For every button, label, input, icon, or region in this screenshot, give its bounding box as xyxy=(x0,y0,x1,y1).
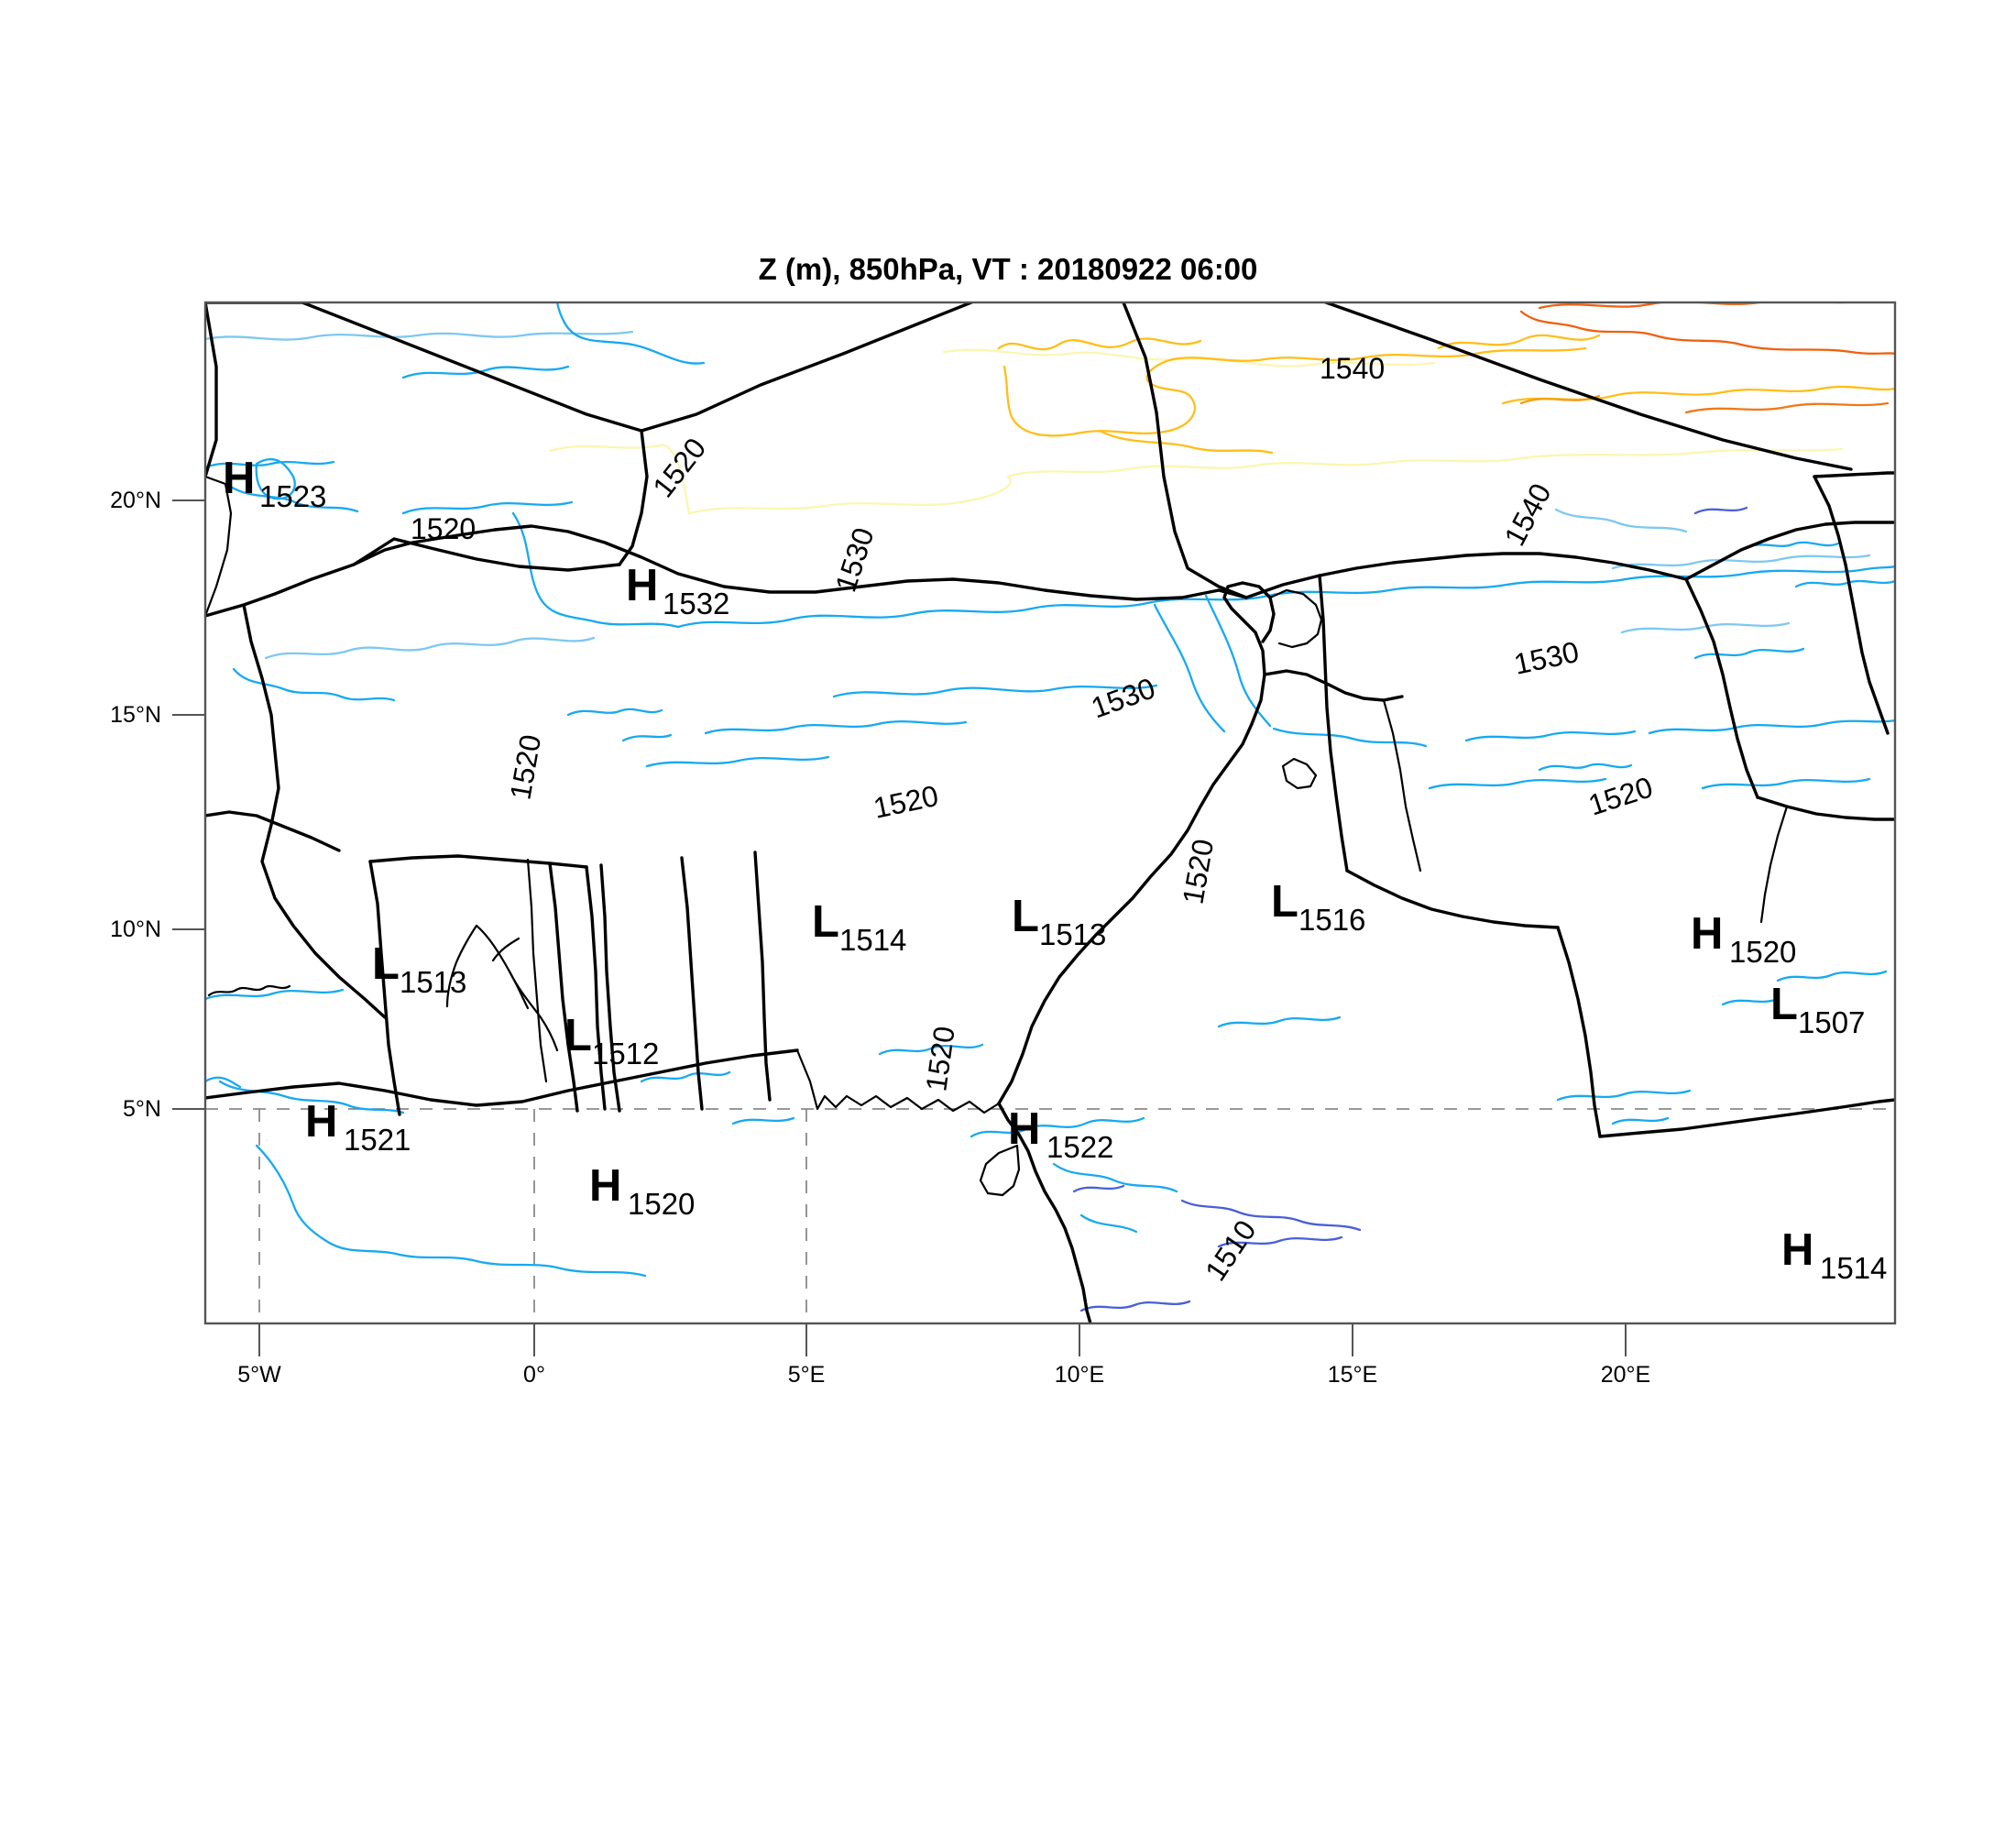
high-marker-value: 1522 xyxy=(1046,1130,1113,1164)
pressure-center-marker: H 1520 xyxy=(1691,909,1796,969)
pressure-center-marker: H 1523 xyxy=(223,454,326,513)
y-tick-label-10N: 10°N xyxy=(110,916,161,942)
low-marker-value: 1514 xyxy=(839,923,906,957)
low-marker-letter: L xyxy=(1012,892,1039,941)
x-axis: 5°W 0° 5°E 10°E 15°E 20°E xyxy=(237,1323,1650,1388)
pressure-center-marker: H 1521 xyxy=(305,1097,411,1157)
high-marker-letter: H xyxy=(1008,1104,1040,1154)
contour-label: 1520 xyxy=(411,512,476,545)
contour-group-1530 xyxy=(548,348,1844,515)
y-axis: 20°N 15°N 10°N 5°N xyxy=(110,488,205,1122)
map-content xyxy=(205,302,1895,1323)
low-marker-letter: L xyxy=(812,897,839,947)
y-tick-label-15N: 15°N xyxy=(110,702,161,728)
high-marker-letter: H xyxy=(305,1097,337,1147)
x-tick-label-10E: 10°E xyxy=(1055,1362,1104,1388)
high-marker-value: 1520 xyxy=(628,1187,695,1221)
high-marker-letter: H xyxy=(1781,1225,1813,1275)
pressure-center-marker: L 1513 xyxy=(372,939,466,999)
high-marker-value: 1521 xyxy=(344,1123,411,1157)
low-marker-value: 1507 xyxy=(1798,1005,1865,1039)
high-marker-letter: H xyxy=(1691,909,1723,959)
high-marker-value: 1523 xyxy=(259,479,326,513)
pressure-center-marker: H 1520 xyxy=(589,1161,695,1221)
graticule xyxy=(205,1108,1895,1323)
plot-frame xyxy=(203,301,1897,1325)
contour-group-1520 xyxy=(205,302,1895,1278)
low-marker-letter: L xyxy=(1770,980,1798,1029)
pressure-center-marker: H 1522 xyxy=(1008,1104,1113,1164)
x-tick-label-15E: 15°E xyxy=(1328,1362,1377,1388)
x-tick-label-5W: 5°W xyxy=(237,1362,281,1388)
pressure-center-marker: L 1513 xyxy=(1012,892,1106,951)
pressure-center-marker: L 1512 xyxy=(564,1011,659,1070)
pressure-center-marker: L 1507 xyxy=(1770,980,1865,1039)
low-marker-value: 1513 xyxy=(1039,917,1106,951)
pressure-center-marker: H 1532 xyxy=(626,561,729,620)
high-marker-letter: H xyxy=(223,454,255,503)
high-marker-letter: H xyxy=(589,1161,621,1211)
plot-background xyxy=(205,302,1895,1323)
inland-features xyxy=(207,924,559,1052)
pressure-center-marker: H 1514 xyxy=(1781,1225,1887,1285)
contour-group-1510 xyxy=(1072,506,1748,1312)
low-marker-value: 1513 xyxy=(400,965,466,999)
low-marker-value: 1516 xyxy=(1298,903,1365,937)
x-tick-label-0: 0° xyxy=(523,1362,545,1388)
high-marker-value: 1514 xyxy=(1820,1251,1887,1285)
pressure-center-marker: L 1516 xyxy=(1271,877,1365,937)
high-marker-letter: H xyxy=(626,561,658,610)
pressure-centers: H 1523 H 1532 L 1514 L 1513 L 1516 H xyxy=(223,454,1887,1285)
low-marker-value: 1512 xyxy=(592,1037,659,1070)
high-marker-value: 1532 xyxy=(663,587,729,620)
high-marker-value: 1520 xyxy=(1729,935,1796,969)
contour-label: 1540 xyxy=(1320,352,1385,385)
page-title: Z (m), 850hPa, VT : 20180922 06:00 xyxy=(758,252,1258,286)
x-tick-label-5E: 5°E xyxy=(788,1362,826,1388)
pressure-center-marker: L 1514 xyxy=(812,897,906,957)
y-tick-label-5N: 5°N xyxy=(123,1096,161,1122)
x-tick-label-20E: 20°E xyxy=(1601,1362,1650,1388)
low-marker-letter: L xyxy=(372,939,400,989)
low-marker-letter: L xyxy=(564,1011,592,1060)
y-tick-label-20N: 20°N xyxy=(110,488,161,513)
low-marker-letter: L xyxy=(1271,877,1298,927)
country-borders xyxy=(205,302,1895,1323)
